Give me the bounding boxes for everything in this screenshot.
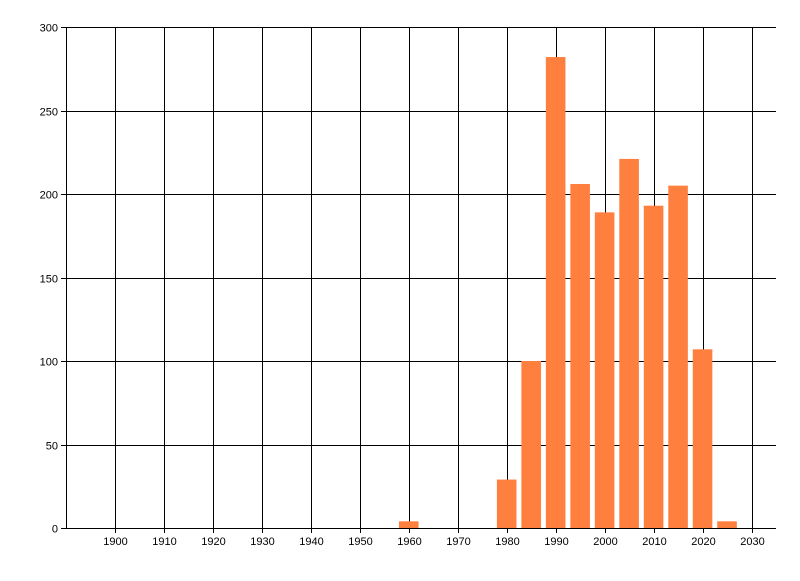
- bar: [643, 205, 664, 528]
- bar: [398, 521, 419, 528]
- y-tick-label: 50: [46, 441, 58, 453]
- x-tick-label: 1980: [495, 536, 519, 548]
- y-tick-label: 0: [52, 524, 58, 536]
- x-tick-label: 1910: [152, 536, 176, 548]
- tick-labels-layer: 0 50 100 150 200 250 300 1900 1910 1920 1930 1940 19…: [40, 23, 765, 549]
- x-tick-label: 2020: [691, 536, 715, 548]
- bars-layer: [398, 57, 737, 529]
- x-tick-label: 1960: [397, 536, 421, 548]
- y-tick-label: 300: [40, 23, 58, 35]
- bar: [692, 349, 713, 528]
- x-tick-label: 1920: [201, 536, 225, 548]
- axes-layer: [61, 27, 776, 533]
- x-tick-label: 1950: [348, 536, 372, 548]
- bar: [594, 212, 615, 528]
- y-tick-label: 200: [40, 190, 58, 202]
- x-tick-label: 1970: [446, 536, 470, 548]
- x-tick-label: 1990: [544, 536, 568, 548]
- x-tick-label: 2000: [593, 536, 617, 548]
- bar: [570, 183, 590, 529]
- x-tick-label: 2030: [740, 536, 764, 548]
- y-tick-label: 250: [40, 107, 58, 119]
- y-tick-label: 100: [40, 357, 58, 369]
- bar: [496, 479, 517, 528]
- x-tick-label: 1930: [250, 536, 274, 548]
- x-tick-label: 1900: [103, 536, 127, 548]
- bar: [668, 185, 688, 528]
- x-tick-label: 2010: [642, 536, 666, 548]
- bar: [545, 57, 566, 529]
- bar: [521, 361, 541, 528]
- y-tick-label: 150: [40, 274, 58, 286]
- bar: [619, 158, 639, 528]
- bar: [717, 521, 737, 528]
- x-tick-label: 1940: [299, 536, 323, 548]
